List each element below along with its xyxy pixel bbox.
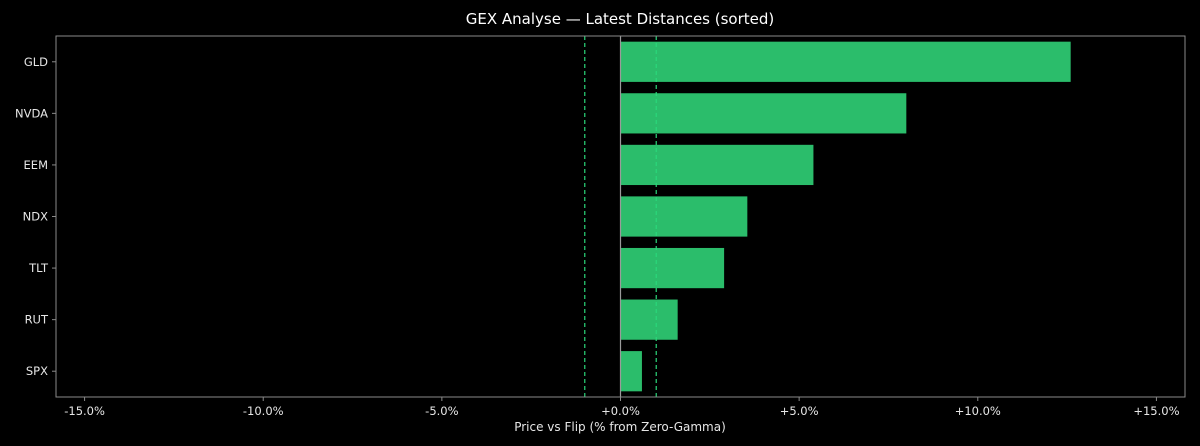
- x-tick-label: +15.0%: [1133, 404, 1179, 418]
- x-tick-label: -5.0%: [425, 404, 458, 418]
- x-tick-label: +0.0%: [601, 404, 640, 418]
- x-axis-label: Price vs Flip (% from Zero-Gamma): [514, 420, 726, 434]
- bar-rut: [620, 299, 678, 340]
- y-tick-label-rut: RUT: [25, 313, 49, 327]
- chart-title: GEX Analyse — Latest Distances (sorted): [466, 10, 775, 28]
- x-tick-label: +5.0%: [780, 404, 819, 418]
- y-tick-label-eem: EEM: [24, 158, 48, 172]
- bar-eem: [620, 144, 814, 186]
- x-tick-label: -10.0%: [243, 404, 284, 418]
- x-tick-label: -15.0%: [64, 404, 105, 418]
- x-tick-label: +10.0%: [955, 404, 1001, 418]
- bar-tlt: [620, 247, 725, 289]
- y-tick-label-gld: GLD: [24, 55, 48, 69]
- bar-ndx: [620, 196, 748, 237]
- bar-nvda: [620, 93, 907, 134]
- y-tick-label-ndx: NDX: [23, 210, 48, 224]
- y-tick-label-spx: SPX: [26, 364, 48, 378]
- y-tick-label-tlt: TLT: [28, 261, 49, 275]
- bar-gld: [620, 41, 1071, 82]
- y-tick-label-nvda: NVDA: [15, 106, 48, 120]
- bar-spx: [620, 351, 642, 392]
- plot-area: GLD NVDA EEM NDX TLT RUT SPX -15.0% -10.0% -5.0% +…: [15, 35, 1186, 418]
